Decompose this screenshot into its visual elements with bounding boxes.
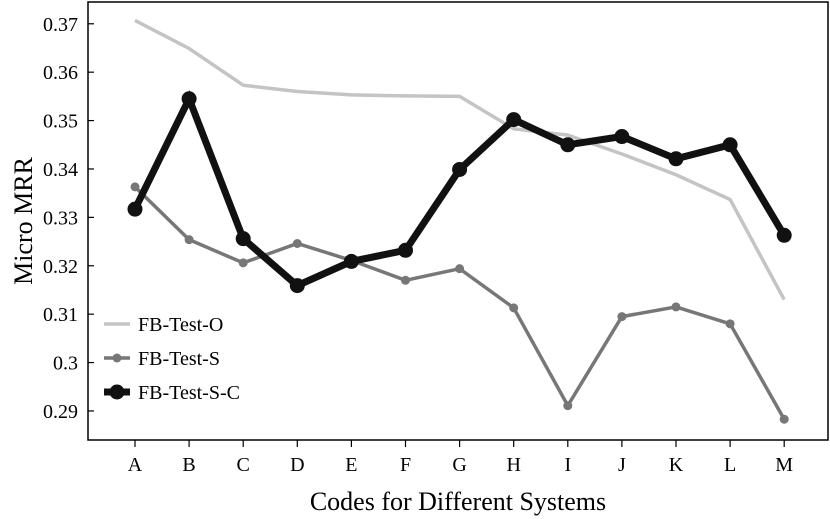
data-point bbox=[238, 258, 248, 268]
data-point bbox=[184, 235, 194, 245]
data-point bbox=[563, 401, 573, 411]
data-point bbox=[455, 264, 465, 274]
data-point bbox=[398, 242, 413, 258]
data-point bbox=[671, 302, 681, 312]
x-tick-label: C bbox=[237, 454, 250, 476]
data-point bbox=[614, 129, 630, 145]
y-axis: 0.29 0.3 0.31 0.32 0.33 0.34 0.35 0.36 0.37 bbox=[43, 14, 94, 423]
series-layer bbox=[127, 18, 792, 424]
data-point bbox=[130, 182, 140, 192]
data-point bbox=[725, 319, 735, 329]
data-point bbox=[292, 239, 302, 249]
x-tick-label: G bbox=[452, 454, 466, 476]
x-axis-title: Codes for Different Systems bbox=[310, 487, 606, 516]
legend-label: FB-Test-S-C bbox=[138, 382, 240, 404]
data-point bbox=[560, 137, 576, 153]
data-point bbox=[506, 112, 522, 128]
y-tick-label: 0.34 bbox=[43, 159, 78, 181]
data-point bbox=[722, 137, 738, 153]
x-tick-label: F bbox=[400, 454, 411, 476]
plot-frame bbox=[87, 1, 829, 441]
x-tick-label: B bbox=[182, 454, 195, 476]
data-point bbox=[509, 303, 519, 313]
data-point bbox=[235, 231, 251, 247]
y-tick-label: 0.33 bbox=[43, 207, 78, 229]
x-tick-label: H bbox=[506, 454, 520, 476]
data-point bbox=[776, 227, 792, 243]
y-axis-title: Micro MRR bbox=[9, 156, 38, 285]
x-tick-label: M bbox=[775, 454, 793, 476]
x-tick-label: L bbox=[724, 454, 736, 476]
legend: FB-Test-O FB-Test-S FB-Test-S-C bbox=[104, 314, 240, 404]
series-line bbox=[134, 18, 786, 301]
legend-item: FB-Test-S bbox=[104, 348, 220, 370]
x-tick-label: I bbox=[564, 454, 571, 476]
y-tick-label: 0.32 bbox=[43, 256, 78, 278]
x-tick-label: A bbox=[128, 454, 143, 476]
y-tick-label: 0.37 bbox=[43, 14, 78, 36]
legend-item: FB-Test-S-C bbox=[104, 382, 240, 404]
x-tick-label: J bbox=[618, 454, 626, 476]
legend-marker bbox=[109, 384, 125, 400]
x-tick-label: D bbox=[290, 454, 304, 476]
series-fb-test-s-c bbox=[127, 90, 792, 294]
y-tick-label: 0.29 bbox=[43, 401, 78, 423]
x-tick-label: K bbox=[669, 454, 684, 476]
legend-item: FB-Test-O bbox=[104, 314, 223, 336]
legend-marker bbox=[112, 353, 122, 363]
series-fb-test-s bbox=[130, 182, 789, 424]
data-point bbox=[668, 151, 684, 167]
x-tick-label: E bbox=[345, 454, 357, 476]
data-point bbox=[127, 201, 143, 217]
data-point bbox=[617, 312, 627, 322]
y-tick-label: 0.36 bbox=[43, 62, 78, 84]
data-point bbox=[401, 275, 410, 285]
data-point bbox=[343, 253, 359, 269]
y-tick-label: 0.35 bbox=[43, 111, 78, 133]
x-axis: A B C D E F G H I J K L M bbox=[128, 440, 793, 476]
data-point bbox=[779, 414, 789, 424]
data-point bbox=[289, 278, 305, 294]
data-point bbox=[452, 161, 468, 177]
legend-label: FB-Test-S bbox=[138, 348, 220, 370]
series-fb-test-o bbox=[134, 18, 786, 301]
legend-label: FB-Test-O bbox=[138, 314, 223, 336]
y-tick-label: 0.31 bbox=[43, 304, 78, 326]
y-tick-label: 0.3 bbox=[53, 353, 78, 375]
data-point bbox=[181, 91, 197, 107]
